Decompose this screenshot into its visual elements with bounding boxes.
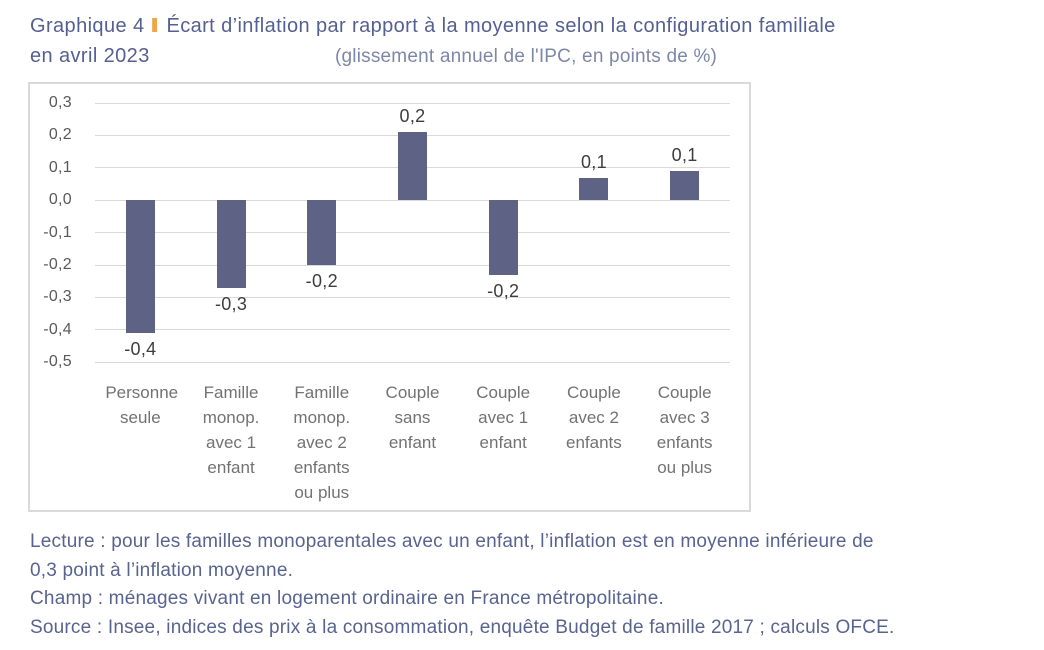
footnote-source: Source : Insee, indices des prix à la co… — [30, 616, 895, 638]
y-axis-tick-label: 0,0 — [48, 191, 72, 209]
gridline — [95, 232, 730, 234]
gridline — [95, 361, 730, 363]
bar-value-label: -0,3 — [214, 293, 248, 314]
bar-value-label: 0,1 — [671, 145, 698, 166]
category-text: Couple sans enfant — [385, 383, 440, 452]
bar — [670, 171, 700, 201]
chart-title-line1: Graphique 4 I Écart d’inflation par rappor… — [30, 11, 1025, 41]
y-axis-tick-label: -0,2 — [43, 256, 72, 273]
gridline — [95, 102, 730, 104]
bar — [307, 200, 337, 265]
chart-number-label: Graphique 4 — [30, 15, 145, 37]
y-axis-tick-label: 0,3 — [48, 94, 72, 111]
bar — [216, 200, 246, 288]
category-text: Personne seule — [105, 383, 179, 427]
y-axis-tick-label: -0,5 — [43, 353, 72, 371]
gridline — [95, 264, 730, 266]
x-axis-category-label: Famille monop. avec 1 enfant — [186, 380, 277, 480]
gridline — [95, 329, 730, 331]
x-axis-category-label: Couple sans enfant — [367, 380, 458, 455]
gridline — [95, 199, 730, 201]
gridline — [95, 296, 730, 298]
y-axis-tick-label: 0,2 — [48, 126, 72, 144]
chart-header: Graphique 4 I Écart d’inflation par rappor… — [30, 11, 1025, 71]
bar-value-label: -0,2 — [487, 280, 520, 301]
x-axis-category-label: Couple avec 1 enfant — [458, 380, 549, 455]
footnote-lecture-line2: 0,3 point à l’inflation moyenne. — [30, 559, 294, 581]
bar-value-label: -0,4 — [124, 339, 157, 360]
bar-value-label: -0,2 — [305, 271, 338, 291]
bar — [488, 200, 518, 275]
category-text: Couple avec 3 enfants ou plus — [656, 383, 713, 477]
x-axis-category-label: Famille monop. avec 2 enfants ou plus — [276, 380, 367, 505]
chart-title: Écart d’inflation par rapport à la moyen… — [166, 15, 836, 37]
bar-chart: 0,3 0,2 0,1 0,0 -0,1 -0,2 -0,3 -0,4 -0,5 -0,4 -0,3… — [28, 82, 751, 512]
category-text: Couple avec 2 enfants — [566, 383, 622, 452]
bar — [125, 200, 155, 334]
title-separator-icon: I — [150, 15, 161, 37]
y-axis-tick-label: -0,4 — [43, 320, 72, 338]
bar-value-label: 0,2 — [399, 106, 426, 127]
plot-area: 0,3 0,2 0,1 0,0 -0,1 -0,2 -0,3 -0,4 -0,5 -0,4 -0,3… — [30, 84, 749, 510]
x-axis-category-label: Couple avec 3 enfants ou plus — [639, 380, 730, 480]
x-axis-category-label: Personne seule — [95, 380, 186, 430]
y-axis-tick-label: -0,1 — [43, 223, 72, 241]
footnotes: Lecture : pour les familles monoparental… — [30, 528, 1030, 642]
category-text: Famille monop. avec 2 enfants ou plus — [293, 383, 351, 502]
bar — [398, 132, 427, 201]
category-text: Famille monop. avec 1 enfant — [202, 383, 260, 477]
bar — [579, 177, 609, 201]
chart-subtitle: (glissement annuel de l'IPC, en points d… — [335, 46, 718, 67]
y-axis-tick-label: 0,1 — [48, 158, 72, 176]
x-axis-category-label: Couple avec 2 enfants — [549, 380, 640, 455]
category-text: Couple avec 1 enfant — [476, 383, 531, 452]
y-axis-tick-label: -0,3 — [43, 288, 72, 306]
chart-title-line2: en avril 2023 (glissement annuel de l'IPC… — [30, 41, 1025, 71]
footnote-lecture-line1: Lecture : pour les familles monoparental… — [30, 531, 874, 552]
chart-title-date: en avril 2023 — [30, 45, 150, 67]
bar-value-label: 0,1 — [580, 151, 607, 172]
footnote-champ: Champ : ménages vivant en logement ordin… — [30, 588, 664, 609]
